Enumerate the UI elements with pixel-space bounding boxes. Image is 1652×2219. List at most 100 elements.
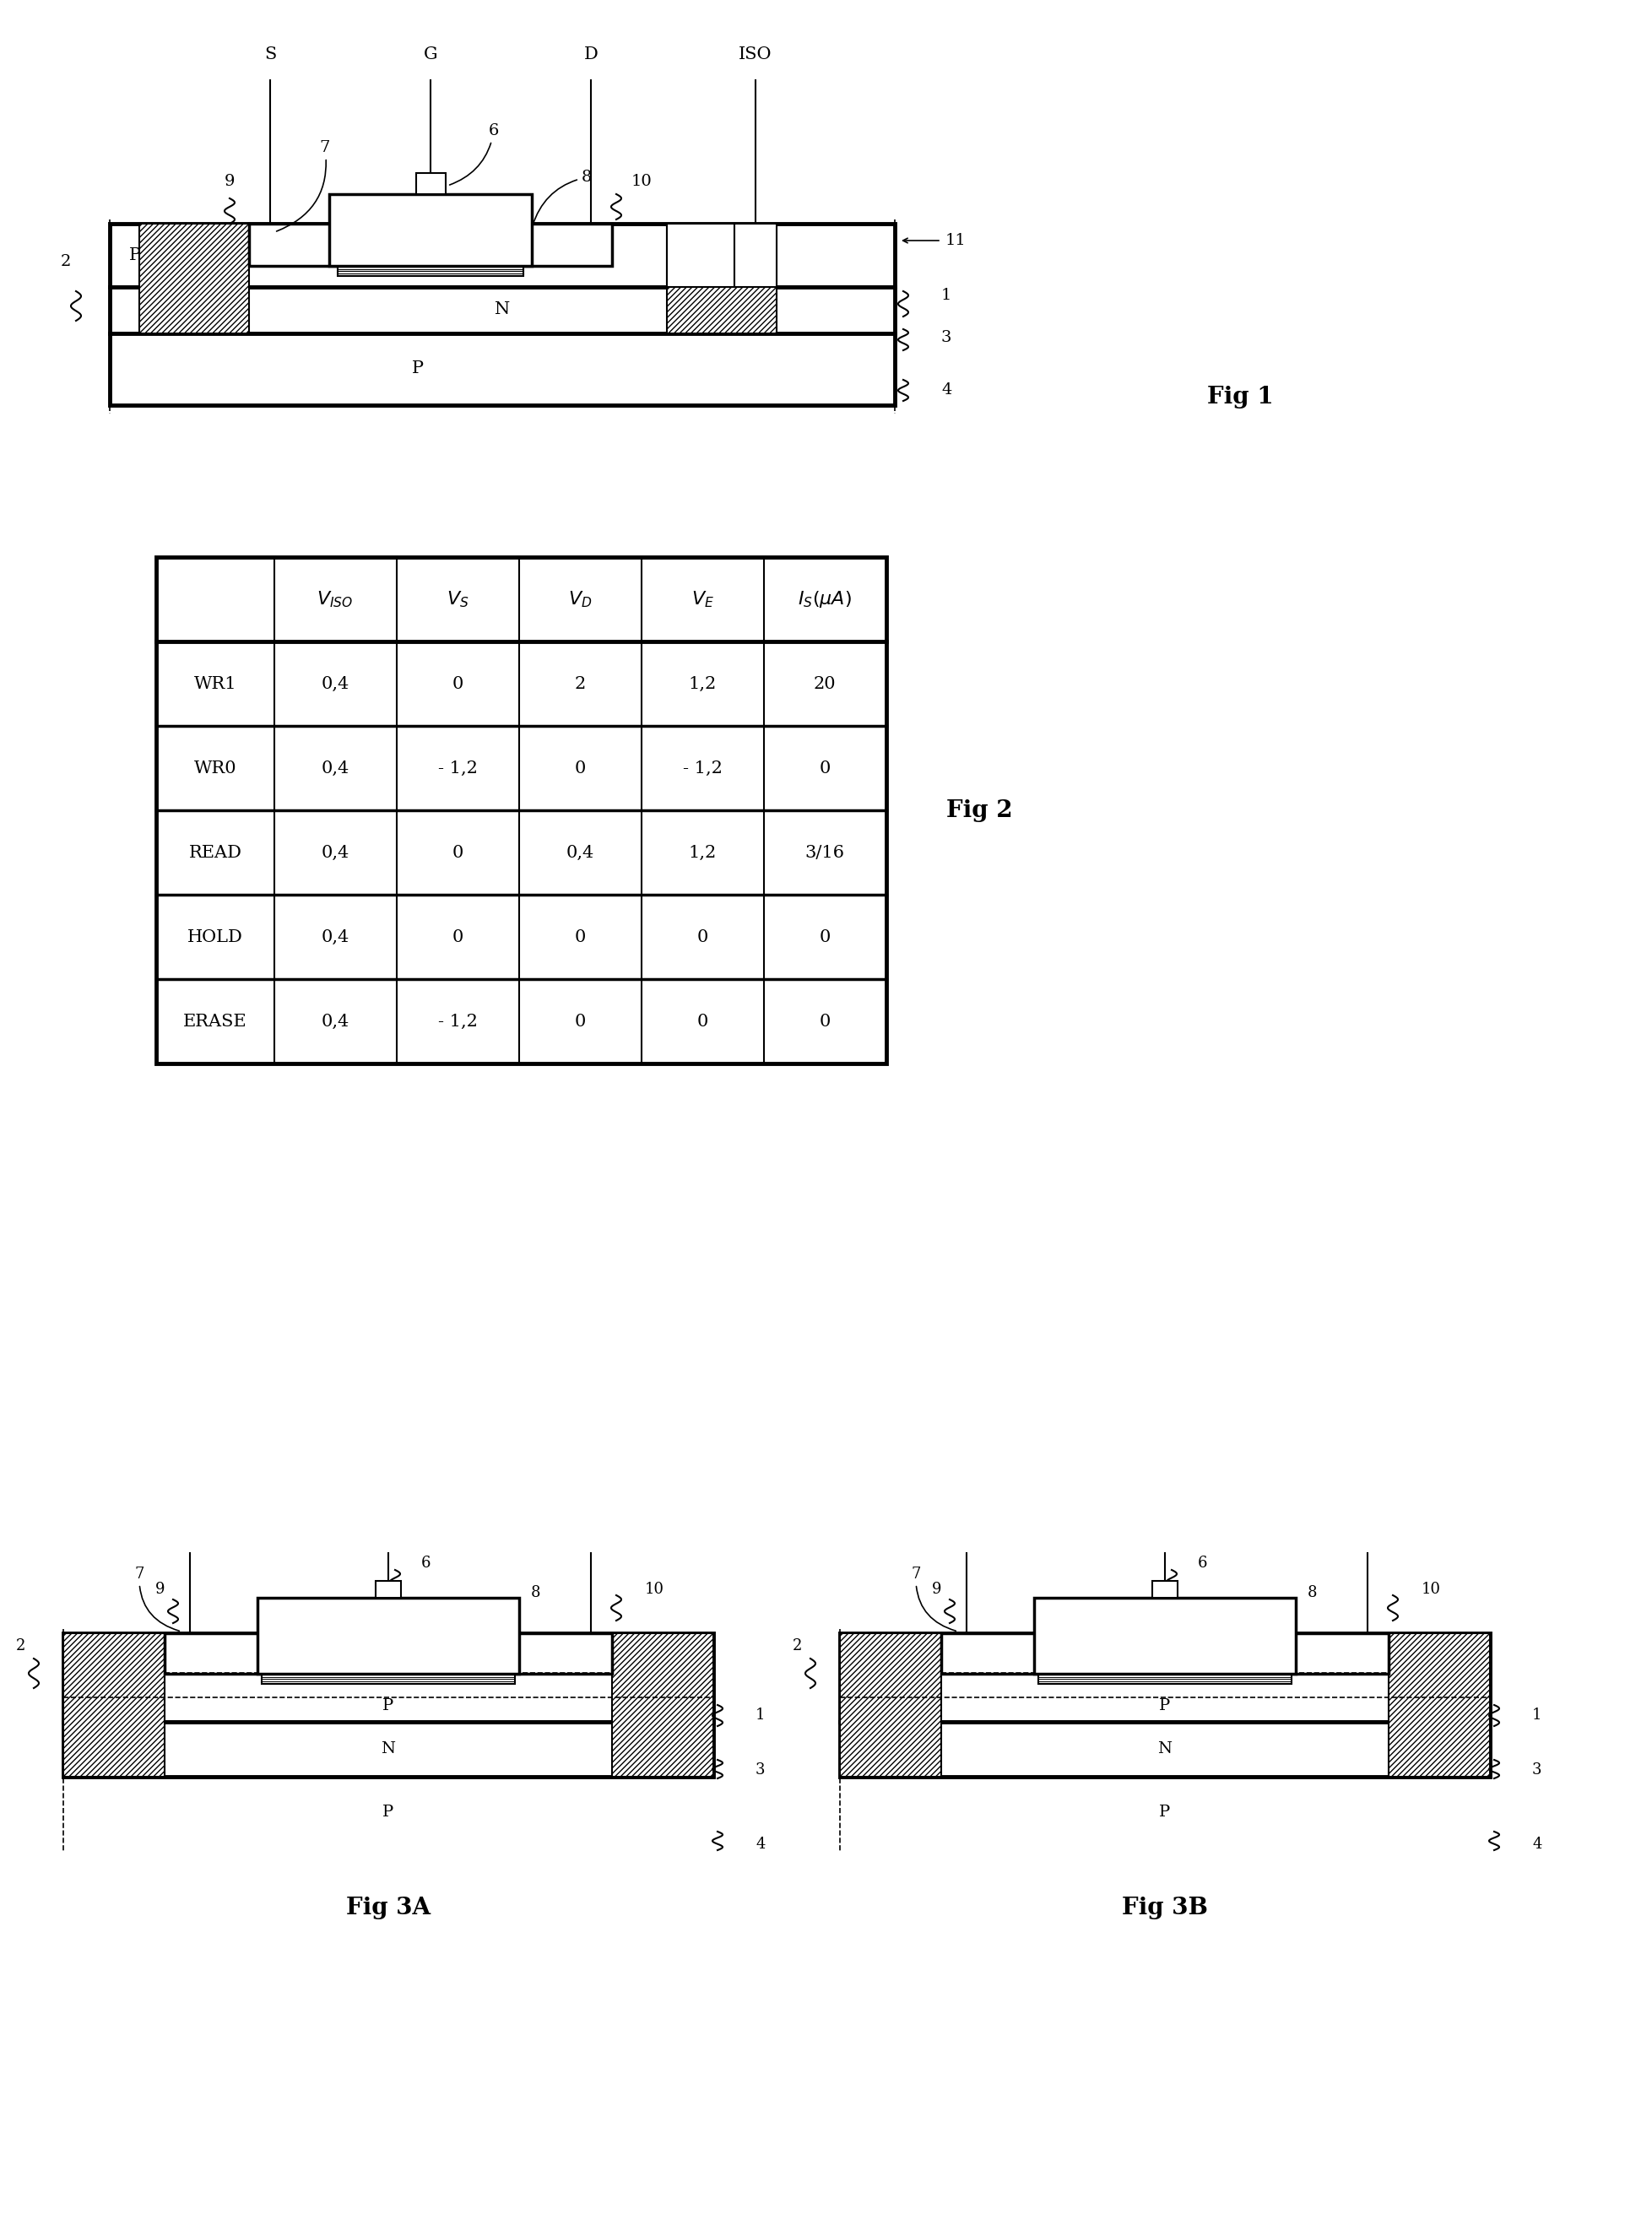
Text: 3/16: 3/16 bbox=[805, 845, 844, 861]
Bar bbox=[329, 193, 532, 266]
Text: N: N bbox=[1158, 1742, 1173, 1757]
Bar bbox=[63, 1722, 714, 1777]
Bar bbox=[1292, 1633, 1389, 1673]
Bar bbox=[839, 1633, 942, 1777]
Text: D: D bbox=[583, 47, 598, 62]
Text: - 1,2: - 1,2 bbox=[438, 761, 477, 777]
Text: N: N bbox=[557, 1646, 570, 1660]
Text: 8: 8 bbox=[532, 1584, 540, 1600]
Text: 6: 6 bbox=[1198, 1556, 1208, 1571]
Text: ERASE: ERASE bbox=[183, 1014, 248, 1030]
Bar bbox=[1034, 1598, 1295, 1673]
Text: 6: 6 bbox=[421, 1556, 431, 1571]
Text: P: P bbox=[408, 251, 420, 266]
Text: 1,2: 1,2 bbox=[689, 675, 717, 692]
Text: $V_E$: $V_E$ bbox=[691, 590, 714, 610]
Bar bbox=[63, 1633, 165, 1777]
Text: 8: 8 bbox=[532, 169, 591, 226]
Text: HOLD: HOLD bbox=[187, 930, 243, 945]
Text: 0,4: 0,4 bbox=[320, 761, 349, 777]
Text: 0: 0 bbox=[819, 1014, 831, 1030]
Text: 20: 20 bbox=[813, 675, 836, 692]
Text: 10: 10 bbox=[644, 1582, 664, 1598]
Text: 0,4: 0,4 bbox=[320, 845, 349, 861]
Bar bbox=[735, 224, 776, 286]
Text: P: P bbox=[383, 1804, 393, 1820]
Bar bbox=[63, 1633, 714, 1722]
Bar bbox=[839, 1633, 1490, 1722]
Bar bbox=[1039, 1673, 1292, 1684]
Text: 9: 9 bbox=[155, 1582, 165, 1598]
Text: 4: 4 bbox=[1531, 1837, 1541, 1853]
Text: 9: 9 bbox=[225, 173, 235, 189]
Text: 2: 2 bbox=[575, 675, 585, 692]
Text: N: N bbox=[1333, 1646, 1346, 1660]
Bar bbox=[667, 224, 776, 333]
Text: 0: 0 bbox=[697, 1014, 709, 1030]
Text: Fig 1: Fig 1 bbox=[1208, 386, 1274, 408]
Bar bbox=[1389, 1633, 1490, 1777]
Text: N: N bbox=[560, 237, 573, 253]
Text: ISO: ISO bbox=[738, 47, 771, 62]
Text: 11: 11 bbox=[945, 233, 966, 249]
Text: $V_{ISO}$: $V_{ISO}$ bbox=[317, 590, 354, 610]
Bar bbox=[139, 224, 249, 333]
Bar bbox=[249, 224, 337, 266]
Text: 3: 3 bbox=[942, 331, 952, 346]
Bar bbox=[258, 1598, 519, 1673]
Text: 0: 0 bbox=[575, 930, 585, 945]
Text: 0: 0 bbox=[575, 1014, 585, 1030]
Text: 0: 0 bbox=[453, 675, 463, 692]
Text: 1: 1 bbox=[942, 288, 952, 304]
Text: $V_D$: $V_D$ bbox=[568, 590, 591, 610]
Bar bbox=[109, 224, 895, 286]
Bar bbox=[667, 224, 776, 333]
Bar bbox=[1389, 1633, 1490, 1777]
Bar bbox=[375, 1580, 401, 1598]
Text: - 1,2: - 1,2 bbox=[438, 1014, 477, 1030]
Bar bbox=[515, 1633, 611, 1673]
Text: $V_S$: $V_S$ bbox=[446, 590, 469, 610]
Text: 1: 1 bbox=[755, 1706, 765, 1722]
Text: WR0: WR0 bbox=[193, 761, 236, 777]
Bar bbox=[63, 1633, 165, 1777]
Text: N: N bbox=[494, 302, 510, 317]
Text: P: P bbox=[1160, 1698, 1171, 1713]
Text: P: P bbox=[129, 246, 140, 262]
Text: 7: 7 bbox=[276, 140, 330, 231]
Bar bbox=[261, 1673, 515, 1684]
Bar bbox=[611, 1633, 714, 1777]
Text: Fig 2: Fig 2 bbox=[947, 799, 1013, 821]
Text: N: N bbox=[206, 1646, 220, 1660]
Text: 7: 7 bbox=[134, 1567, 178, 1631]
Text: P: P bbox=[411, 362, 425, 377]
Text: 8: 8 bbox=[1308, 1584, 1318, 1600]
Text: 2: 2 bbox=[61, 253, 71, 268]
Bar bbox=[942, 1633, 1039, 1673]
Text: S: S bbox=[264, 47, 276, 62]
Text: P: P bbox=[750, 251, 760, 264]
Bar bbox=[109, 286, 895, 333]
Text: 10: 10 bbox=[631, 173, 653, 189]
Text: G: G bbox=[423, 47, 438, 62]
Bar bbox=[337, 266, 524, 275]
Text: 1: 1 bbox=[1531, 1706, 1541, 1722]
Text: 0: 0 bbox=[453, 930, 463, 945]
Text: N: N bbox=[286, 237, 299, 253]
Text: 7: 7 bbox=[912, 1567, 957, 1631]
Text: 4: 4 bbox=[755, 1837, 765, 1853]
Text: Fig 3A: Fig 3A bbox=[345, 1897, 431, 1919]
Text: 1,2: 1,2 bbox=[689, 845, 717, 861]
Text: P: P bbox=[383, 1698, 393, 1713]
Text: 0,4: 0,4 bbox=[320, 675, 349, 692]
Bar bbox=[139, 224, 249, 333]
Text: READ: READ bbox=[188, 845, 241, 861]
Text: N: N bbox=[694, 251, 707, 264]
Text: 6: 6 bbox=[449, 124, 499, 184]
Text: N: N bbox=[382, 1742, 395, 1757]
Text: 2: 2 bbox=[793, 1638, 803, 1653]
Text: 3: 3 bbox=[755, 1762, 765, 1777]
Text: 10: 10 bbox=[1421, 1582, 1441, 1598]
Text: 9: 9 bbox=[932, 1582, 942, 1598]
Bar bbox=[524, 224, 611, 266]
